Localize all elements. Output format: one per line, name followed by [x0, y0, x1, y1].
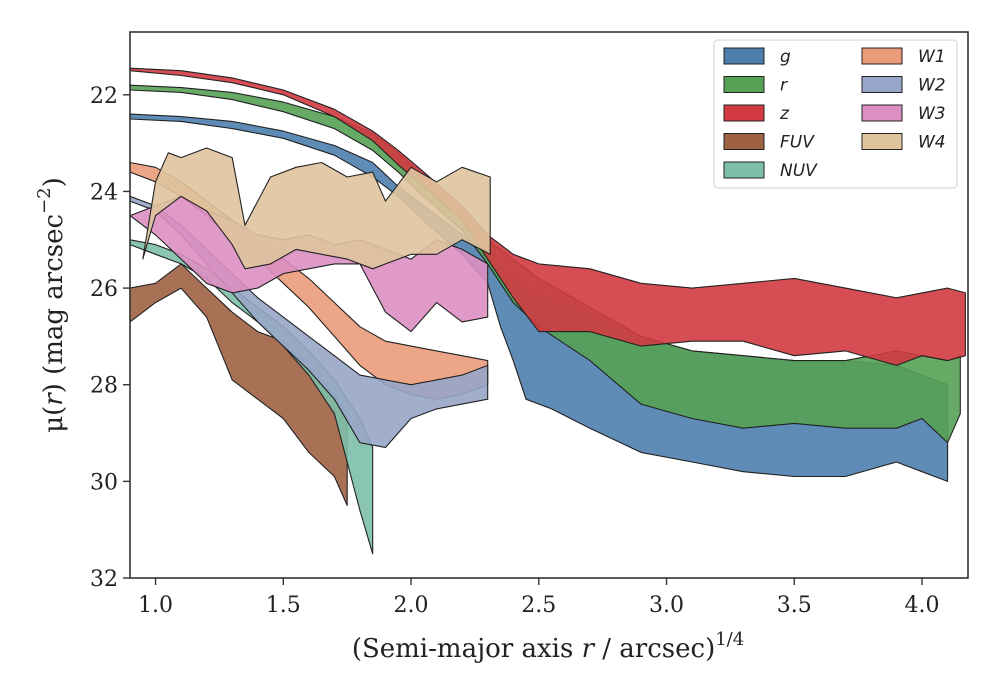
legend-label-z: z — [779, 104, 790, 124]
x-tick-label: 4.0 — [905, 593, 940, 618]
legend-swatch-w2 — [861, 76, 903, 93]
legend-label-g: g — [780, 47, 791, 67]
x-axis-ticks: 1.0 1.5 2.0 2.5 3.0 3.5 4.0 — [138, 578, 940, 618]
legend-label-w3: W3 — [918, 104, 946, 124]
band-fuv — [129, 263, 348, 507]
y-axis-label: μ(r) (mag arcsec−2) — [34, 177, 69, 433]
legend-label-fuv: FUV — [780, 133, 815, 153]
x-tick-label: 3.0 — [649, 593, 684, 618]
legend-swatch-w4 — [861, 133, 903, 150]
legend-swatch-fuv — [723, 133, 765, 150]
legend: grz FUV NUV W1 W2 W3 W4 — [713, 39, 958, 189]
y-tick-label: 32 — [90, 567, 118, 592]
y-tick-label: 24 — [90, 180, 118, 205]
y-axis-label-sup: −2 — [34, 187, 55, 214]
x-axis-label-tail: / arcsec) — [594, 634, 715, 664]
legend-swatch-w1 — [861, 47, 903, 65]
legend-label-w4: W4 — [918, 133, 946, 153]
plot-frame — [129, 31, 969, 579]
x-tick-label: 1.5 — [266, 593, 301, 618]
y-axis-label-main: μ( — [39, 406, 69, 433]
x-tick-label: 2.0 — [394, 593, 429, 618]
legend-swatch-w3 — [861, 104, 903, 122]
x-tick-label: 3.5 — [777, 593, 812, 618]
y-axis-label-close: ) — [39, 177, 69, 187]
y-axis-label-tail: ) (mag arcsec — [39, 214, 69, 393]
x-tick-label: 2.5 — [521, 593, 556, 618]
legend-label-nuv: NUV — [780, 161, 818, 181]
legend-swatch-nuv — [723, 161, 765, 179]
y-tick-label: 26 — [90, 277, 118, 302]
x-axis-label: (Semi-major axis r / arcsec)1/4 — [352, 629, 744, 664]
legend-label-r: r — [780, 76, 788, 96]
legend-swatch-g — [723, 47, 765, 65]
y-axis-ticks: 22 24 26 28 30 32 — [90, 84, 130, 592]
legend-swatch-r — [723, 76, 765, 93]
legend-label-w1: W1 — [918, 47, 946, 67]
profile-bands — [129, 67, 966, 555]
legend-swatch-z — [723, 104, 765, 122]
band-w4 — [142, 147, 491, 270]
y-tick-label: 28 — [90, 374, 118, 399]
y-tick-label: 22 — [90, 84, 118, 109]
y-tick-label: 30 — [90, 470, 118, 495]
legend-label-w2: W2 — [918, 76, 946, 96]
x-tick-label: 1.0 — [138, 593, 173, 618]
x-axis-label-sup: 1/4 — [715, 629, 744, 650]
x-axis-label-main: (Semi-major axis — [352, 634, 582, 664]
x-axis-label-var: r — [582, 634, 596, 664]
y-axis-label-var: r — [39, 392, 69, 406]
